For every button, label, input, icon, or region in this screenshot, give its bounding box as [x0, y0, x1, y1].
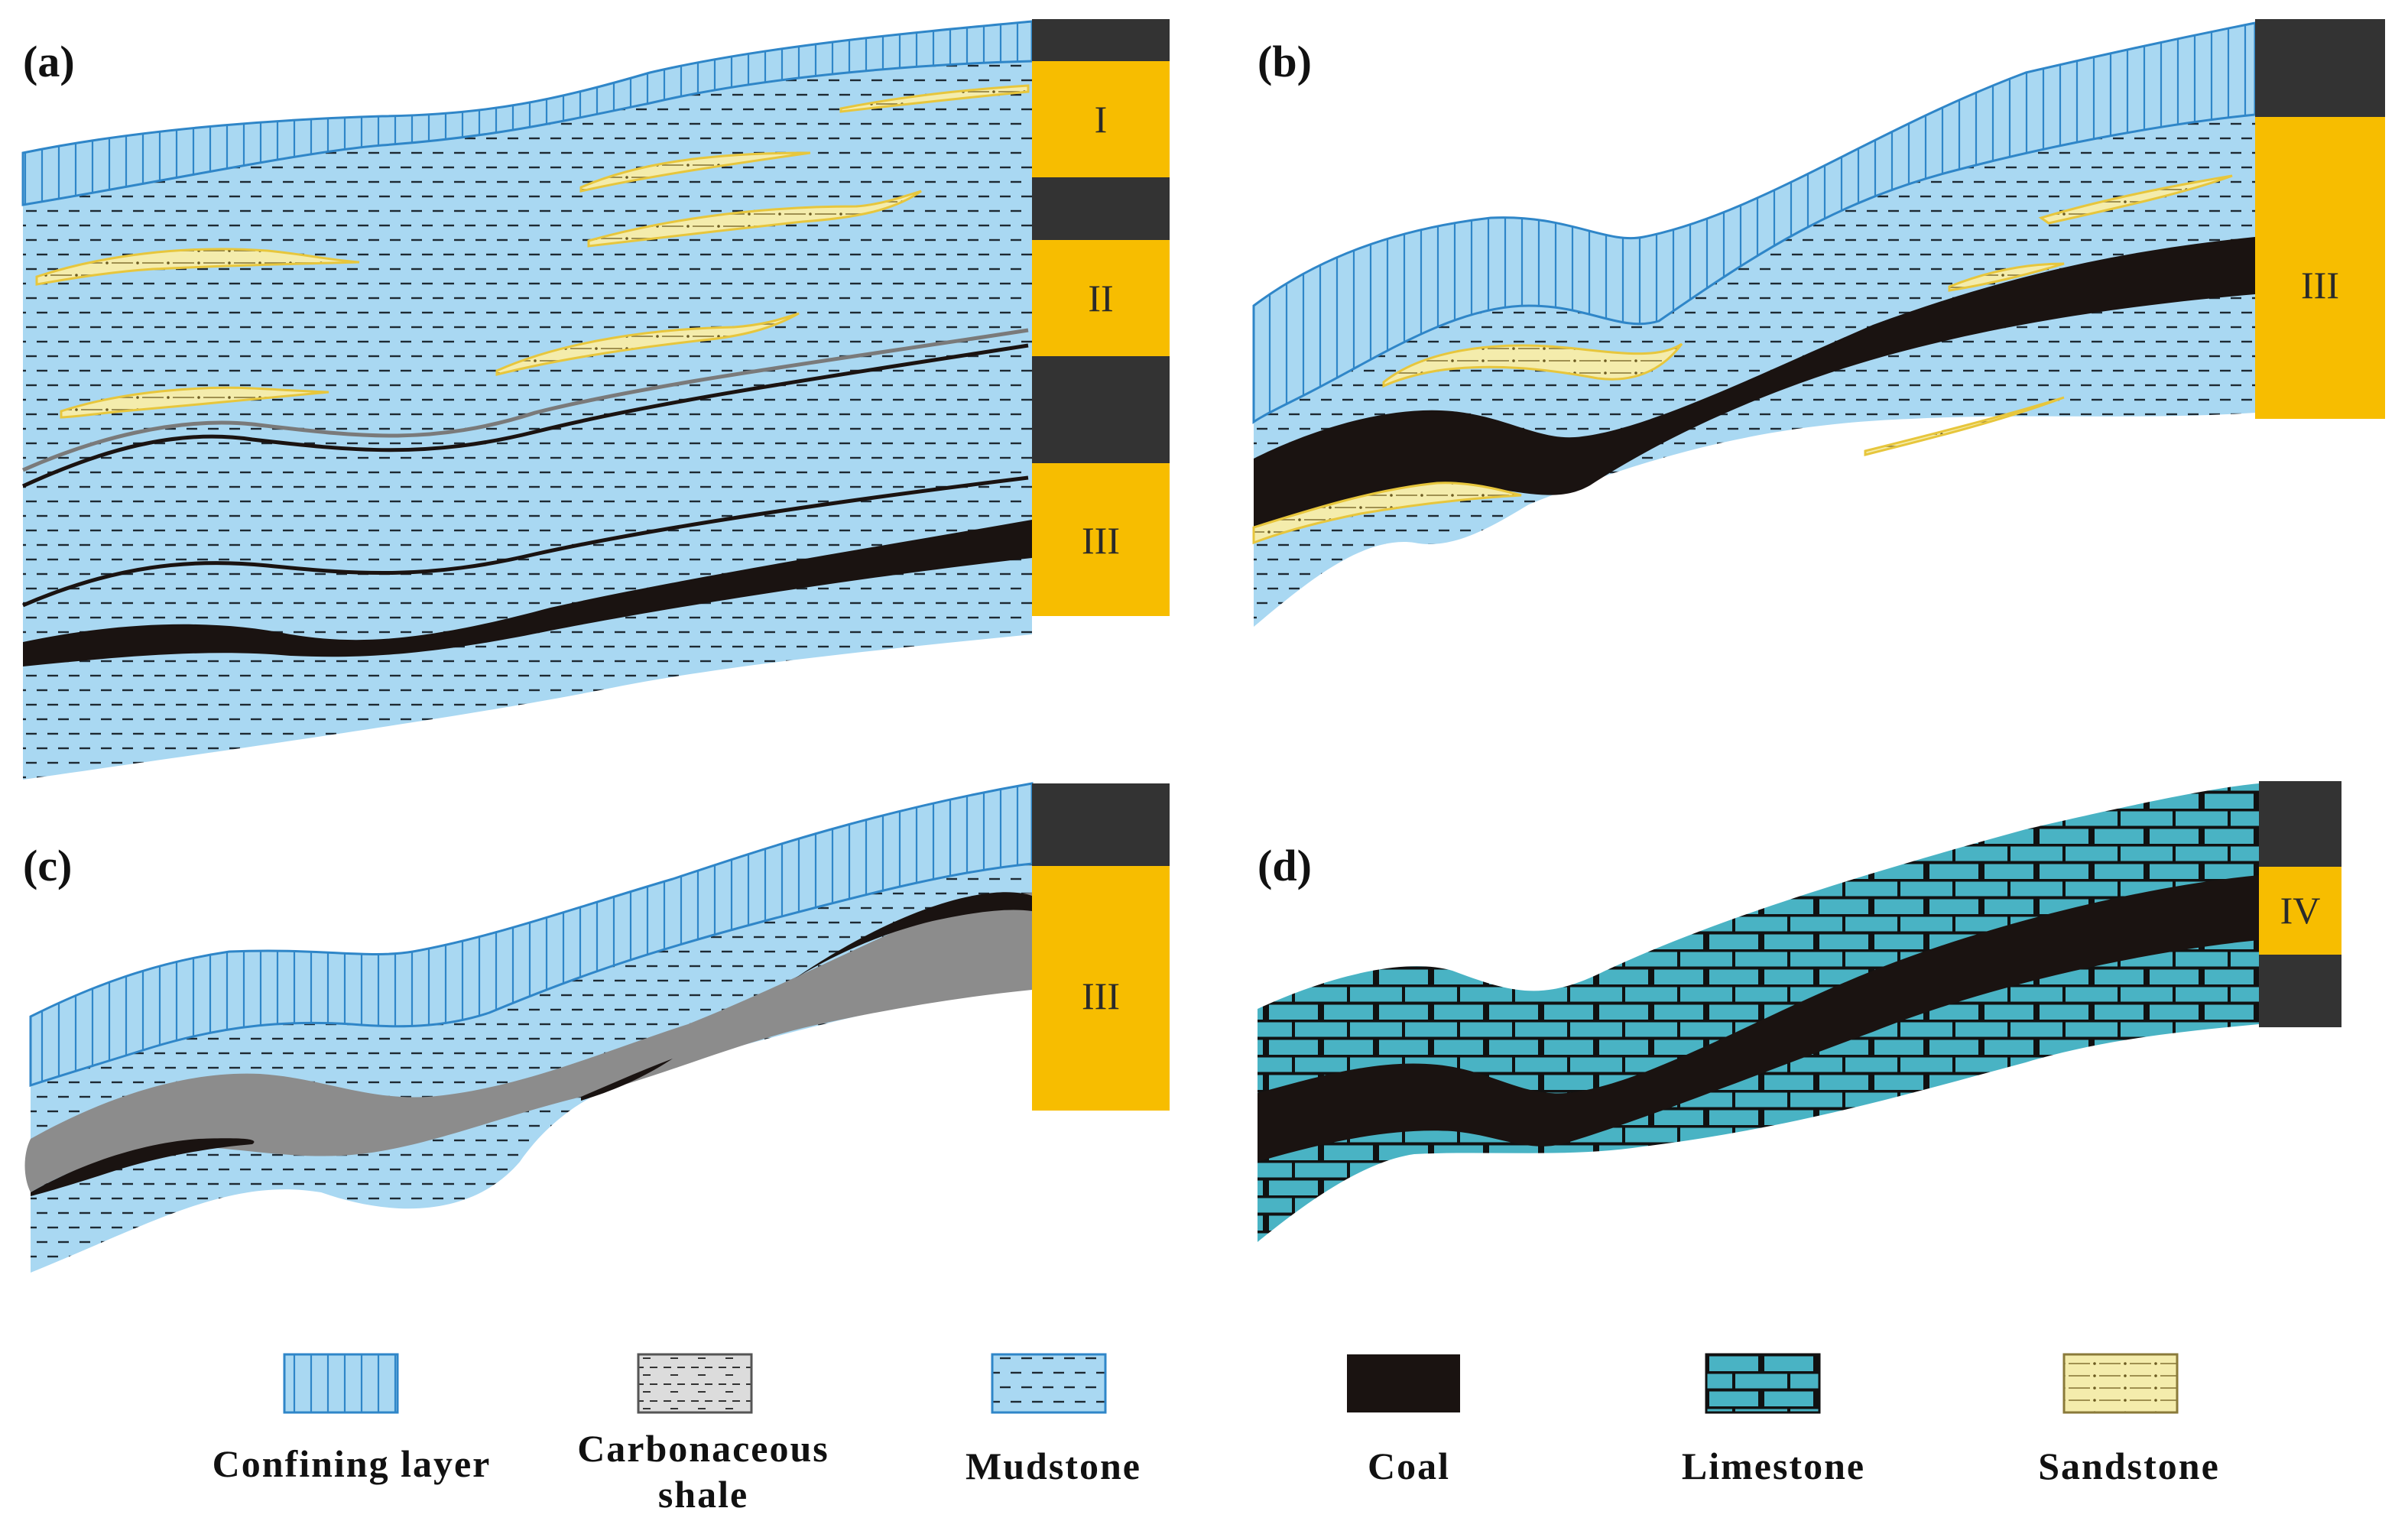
legend-item-confining-layer: Confining layer — [213, 1353, 492, 1485]
panel-a-sandstone-lens-1 — [35, 248, 360, 286]
panel-a-coal-seam — [23, 520, 1032, 666]
panel-b-unit-1-label: III — [2301, 264, 2339, 306]
panel-a-unit-3-label: III — [1082, 519, 1120, 562]
panel-b-confining-layer — [1252, 21, 2257, 424]
panel-d-column-unit-1 — [2259, 867, 2341, 955]
panel-c-confining-layer — [29, 782, 1034, 1088]
legend-label-carbonaceous-line1: Carbonaceous — [577, 1427, 829, 1470]
panel-a-stratigraphic-column: I II III — [1032, 19, 1170, 616]
panel-c-stratigraphic-column: III — [1032, 783, 1170, 1111]
panel-a-unit-2-label: II — [1088, 277, 1113, 319]
panel-a-grey-line — [21, 328, 1029, 472]
panel-d-coal-seam — [1258, 875, 2259, 1162]
panel-a: I II III (a) — [21, 19, 1170, 780]
panel-d-label: (d) — [1258, 841, 1312, 890]
legend-item-coal: Coal — [1347, 1354, 1460, 1487]
legend-label-sandstone: Sandstone — [2038, 1445, 2220, 1487]
panel-d: IV (d) — [1258, 781, 2341, 1242]
panel-b-sandstone-lens-4 — [2038, 174, 2233, 225]
legend-label-carbonaceous-line2: shale — [658, 1473, 748, 1516]
panel-a-label: (a) — [23, 37, 75, 86]
panel-a-unit-1-label: I — [1095, 98, 1108, 141]
legend-item-sandstone: Sandstone — [2038, 1353, 2220, 1487]
panel-d-unit-1-label: IV — [2280, 889, 2321, 932]
panel-a-sandstone-lens-4 — [587, 190, 922, 248]
legend-label-limestone: Limestone — [1682, 1445, 1865, 1487]
panel-a-black-line-upper — [21, 343, 1029, 488]
panel-a-column-gap-2 — [1032, 356, 1170, 463]
legend-label-coal: Coal — [1368, 1445, 1450, 1487]
panel-a-column-unit-2 — [1032, 240, 1170, 356]
panel-b-coal-seam — [1254, 237, 2255, 527]
panel-b-sandstone-lens-5 — [1864, 396, 2065, 456]
panel-c-column-unit-1 — [1032, 866, 1170, 1111]
panel-a-column-unit-1 — [1032, 61, 1170, 177]
panel-c-coal-streak-upper — [795, 892, 1032, 978]
panel-d-column-top-gap — [2259, 781, 2341, 867]
panel-c-label: (c) — [23, 841, 72, 890]
legend-label-mudstone: Mudstone — [965, 1445, 1141, 1487]
panel-b-column-top-gap — [2255, 19, 2385, 117]
panel-b-label: (b) — [1258, 37, 1312, 86]
legend-swatch-coal — [1347, 1354, 1460, 1412]
panel-a-sandstone-lens-2 — [60, 386, 329, 419]
panel-a-sandstone-lens-3 — [579, 151, 811, 193]
legend-swatch-carbonaceous-shale — [637, 1353, 753, 1414]
panel-c-column-top-gap — [1032, 783, 1170, 866]
panel-d-limestone — [1258, 783, 2259, 1242]
panel-b-sandstone-lens-1 — [1252, 482, 1522, 545]
panel-a-column-gap-1 — [1032, 177, 1170, 240]
panel-a-column-top-gap — [1032, 19, 1170, 61]
legend-item-limestone: Limestone — [1682, 1353, 1865, 1487]
panel-c-unit-1-label: III — [1082, 975, 1120, 1017]
legend-swatch-confining-layer — [283, 1353, 399, 1414]
panel-b-sandstone-lens-2 — [1382, 342, 1683, 388]
panel-b-stratigraphic-column: III — [2255, 19, 2385, 419]
panel-b-column-unit-1 — [2255, 117, 2385, 419]
panel-d-column-bottom-gap — [2259, 955, 2341, 1027]
legend-swatch-sandstone — [2062, 1353, 2179, 1414]
panel-c-carbonaceous-shale — [24, 893, 1032, 1192]
panel-c: III (c) — [23, 782, 1170, 1273]
panel-c-coal-streak-lower — [31, 1138, 255, 1196]
legend: Confining layer Carbonaceous shale Mudst… — [213, 1353, 2220, 1516]
panel-a-sandstone-lens-6 — [839, 84, 1030, 113]
panel-c-coal-streak-middle — [581, 1059, 673, 1101]
legend-item-carbonaceous-shale: Carbonaceous shale — [577, 1353, 829, 1516]
legend-swatch-mudstone — [991, 1353, 1107, 1414]
panel-d-stratigraphic-column: IV — [2259, 781, 2341, 1027]
panel-a-sandstone-lens-5 — [495, 312, 800, 376]
panel-a-black-line-lower — [22, 475, 1029, 608]
legend-label-confining-layer: Confining layer — [213, 1442, 492, 1485]
legend-swatch-limestone — [1705, 1353, 1821, 1414]
legend-item-mudstone: Mudstone — [965, 1353, 1141, 1487]
panel-a-column-unit-3 — [1032, 463, 1170, 616]
panel-b: III (b) — [1252, 19, 2385, 627]
panel-b-sandstone-lens-3 — [1948, 262, 2065, 292]
